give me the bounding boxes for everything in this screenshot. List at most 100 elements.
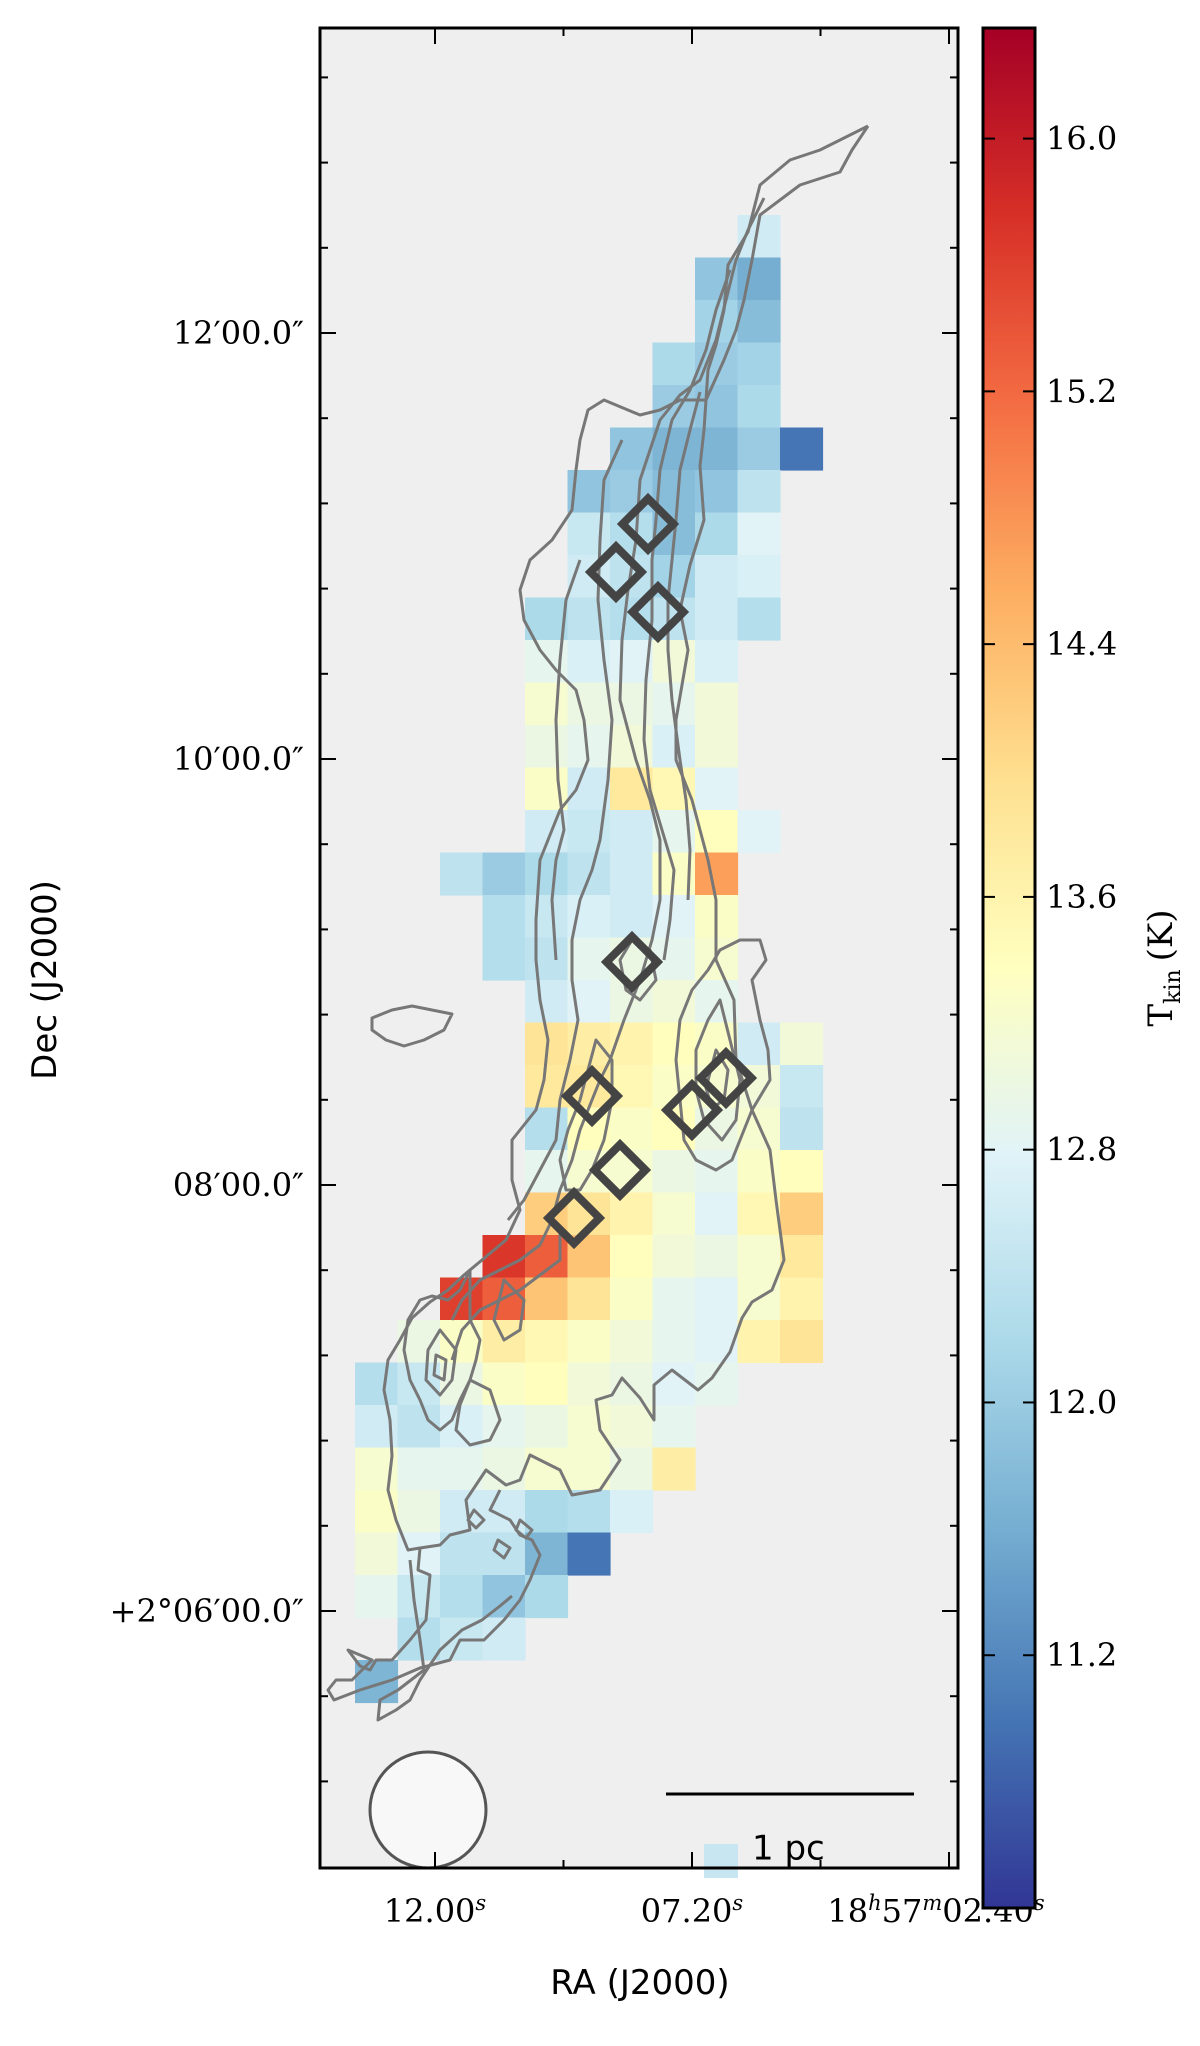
temperature-pixel <box>482 1362 526 1406</box>
temperature-pixel <box>610 1362 654 1406</box>
colorbar-tick-label: 11.2 <box>1046 1636 1117 1674</box>
temperature-pixel <box>652 1320 696 1364</box>
colorbar-ticks <box>983 137 1035 1657</box>
temperature-pixel <box>652 640 696 684</box>
temperature-pixel <box>567 1320 611 1364</box>
colorbar-frame <box>981 26 1037 1910</box>
y-tick-label: +2°06′00.0″ <box>110 1592 304 1630</box>
temperature-pixel <box>737 427 781 471</box>
temperature-pixel <box>610 1490 654 1534</box>
temperature-pixel <box>695 385 739 429</box>
scale-bar-swatch <box>704 1844 738 1878</box>
contour-inner-5 <box>550 559 582 961</box>
temperature-pixel <box>482 1617 526 1661</box>
temperature-pixel <box>525 682 569 726</box>
temperature-pixel <box>355 1362 399 1406</box>
temperature-pixel <box>780 1320 824 1364</box>
core-marker <box>560 1064 624 1128</box>
temperature-pixel <box>737 597 781 641</box>
temperature-pixel <box>780 1022 824 1066</box>
temperature-pixel <box>695 555 739 599</box>
temperature-pixel <box>610 1277 654 1321</box>
temperature-pixel <box>652 1447 696 1491</box>
contour-southwest-4 <box>492 1278 526 1342</box>
temperature-pixel <box>695 852 739 896</box>
temperature-pixel <box>737 1235 781 1279</box>
temperature-pixel <box>737 1320 781 1364</box>
temperature-pixel <box>652 342 696 386</box>
temperature-pixel <box>737 1192 781 1236</box>
core-marker <box>584 540 648 604</box>
temperature-pixel <box>397 1405 441 1449</box>
temperature-pixel <box>482 937 526 981</box>
temperature-pixel <box>567 1277 611 1321</box>
temperature-pixel <box>652 1022 696 1066</box>
beam-ellipse <box>368 1750 488 1870</box>
contour-outer <box>326 124 869 1702</box>
temperature-pixel <box>482 852 526 896</box>
temperature-pixel <box>695 682 739 726</box>
temperature-pixel <box>525 895 569 939</box>
y-tick-label: 08′00.0″ <box>173 1166 304 1204</box>
temperature-pixel <box>652 1150 696 1194</box>
temperature-pixel <box>610 470 654 514</box>
temperature-pixel <box>780 427 824 471</box>
core-marker <box>542 1186 606 1250</box>
temperature-pixel <box>695 1235 739 1279</box>
temperature-pixel <box>695 810 739 854</box>
temperature-pixel <box>567 512 611 556</box>
contour-south-tail <box>376 1559 513 1722</box>
temperature-pixel <box>525 1065 569 1109</box>
temperature-pixel <box>737 300 781 344</box>
scale-bar-label: 1 pc <box>752 1829 825 1869</box>
x-tick-labels: 12.00s 07.20s 18h57m02.40s <box>384 1891 1045 1930</box>
contour-inner-4 <box>506 439 624 1221</box>
temperature-pixel <box>695 725 739 769</box>
y-tick-label: 10′00.0″ <box>173 740 304 778</box>
temperature-pixel <box>567 597 611 641</box>
temperature-pixel <box>780 1150 824 1194</box>
y-axis-label: Dec (J2000) <box>25 880 65 1080</box>
x-axis-label: RA (J2000) <box>550 1963 729 2003</box>
temperature-pixel <box>695 1320 739 1364</box>
temperature-pixel <box>525 1447 569 1491</box>
temperature-pixel <box>737 342 781 386</box>
temperature-pixel <box>482 1532 526 1576</box>
temperature-pixel <box>695 1277 739 1321</box>
temperature-pixel <box>695 1192 739 1236</box>
temperature-pixel <box>780 1107 824 1151</box>
temperature-pixel <box>440 852 484 896</box>
temperature-pixel <box>525 1490 569 1534</box>
temperature-pixel <box>525 1320 569 1364</box>
axes-frame <box>318 26 960 1870</box>
temperature-pixel <box>610 1405 654 1449</box>
temperature-pixel <box>525 1362 569 1406</box>
x-tick-label: 07.20s <box>641 1891 744 1930</box>
colorbar-tick-label: 13.6 <box>1046 878 1117 916</box>
x-tick-label: 12.00s <box>384 1891 487 1930</box>
contour-south-islands <box>466 1508 534 1560</box>
core-marker <box>626 580 690 644</box>
temperature-pixel <box>610 1192 654 1236</box>
temperature-pixel <box>695 597 739 641</box>
temperature-pixel <box>652 1277 696 1321</box>
contour-southwest-3 <box>432 1353 448 1382</box>
core-marker <box>660 1078 724 1142</box>
temperature-pixel <box>355 1490 399 1534</box>
temperature-pixel <box>780 1192 824 1236</box>
temperature-pixel <box>567 1490 611 1534</box>
temperature-pixel <box>610 810 654 854</box>
core-marker <box>694 1046 758 1110</box>
temperature-pixel <box>652 1235 696 1279</box>
contour-outer-2 <box>382 125 870 1552</box>
temperature-pixel <box>482 1320 526 1364</box>
map-panel: 1 pc <box>318 26 960 1878</box>
contour-east-1 <box>674 938 772 1172</box>
contour-isolated <box>370 1004 454 1048</box>
colorbar-tick-labels: 16.0 15.2 14.4 13.6 12.8 12.0 11.2 <box>1046 120 1117 1675</box>
contour-southwest-5 <box>454 1378 502 1447</box>
temperature-pixel <box>780 1235 824 1279</box>
temperature-pixel <box>610 1022 654 1066</box>
colorbar-fill <box>983 28 1035 1908</box>
